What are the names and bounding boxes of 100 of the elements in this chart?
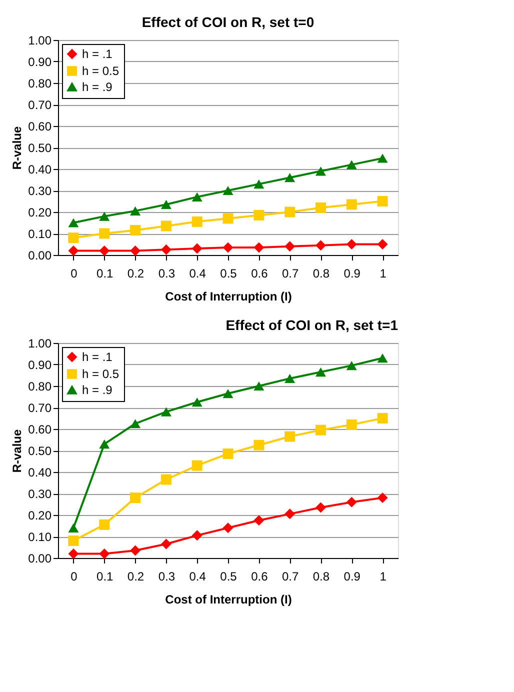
legend-label: h = 0.5 <box>82 64 120 78</box>
point <box>99 228 110 239</box>
point <box>377 413 388 424</box>
legend-label: h = .1 <box>82 350 113 364</box>
y-tick-label: 0.60 <box>28 422 52 436</box>
y-tick-label: 0.90 <box>28 55 52 69</box>
point <box>192 216 202 227</box>
point <box>192 460 202 471</box>
x-tick-label: 0.6 <box>251 570 268 584</box>
point <box>68 523 79 532</box>
point <box>315 166 326 176</box>
y-tick-label: 0.30 <box>28 184 52 198</box>
y-tick-label: 0.20 <box>28 508 52 522</box>
point <box>284 508 296 520</box>
point <box>284 206 296 218</box>
y-tick-label: 0.10 <box>28 227 52 241</box>
point <box>346 160 357 170</box>
point <box>160 538 172 550</box>
point <box>160 474 172 485</box>
legend-label: h = .9 <box>82 383 113 397</box>
point <box>68 245 79 256</box>
x-tick-label: 0.6 <box>251 266 268 280</box>
x-tick-label: 1 <box>380 570 387 584</box>
point <box>222 522 234 534</box>
x-tick-label: 0.3 <box>158 570 176 584</box>
y-tick-label: 0.40 <box>28 466 52 480</box>
point <box>284 241 296 252</box>
point <box>315 424 326 436</box>
x-tick-label: 0.3 <box>158 266 176 280</box>
y-tick-label: 0.60 <box>28 120 52 134</box>
point <box>346 199 357 210</box>
x-tick-label: 0 <box>70 266 78 280</box>
point <box>222 448 234 459</box>
x-axis-title: Cost of Interruption (I) <box>165 290 292 304</box>
point <box>315 502 326 513</box>
y-tick-label: 0.10 <box>28 530 52 544</box>
point <box>377 354 388 363</box>
point <box>377 492 388 504</box>
point <box>99 440 110 449</box>
point <box>315 367 326 377</box>
x-tick-label: 0.7 <box>282 266 299 280</box>
x-tick-label: 0.9 <box>344 570 361 584</box>
x-tick-label: 0.1 <box>96 570 114 584</box>
point <box>222 242 234 253</box>
point <box>222 388 234 398</box>
point <box>99 519 110 530</box>
y-tick-label: 0.70 <box>28 401 52 415</box>
point <box>160 407 172 416</box>
point <box>284 431 296 442</box>
point <box>130 492 141 504</box>
point <box>192 398 202 407</box>
x-tick-label: 0.1 <box>96 266 114 280</box>
point <box>377 239 388 250</box>
point <box>254 381 264 391</box>
point <box>346 361 357 370</box>
chart-title: Effect of COI on R, set t=1 <box>226 317 398 333</box>
x-tick-label: 0.2 <box>127 570 144 584</box>
point <box>377 154 388 163</box>
y-tick-label: 0.90 <box>28 358 52 372</box>
y-axis-title: R-value <box>10 429 24 473</box>
x-tick-label: 0.4 <box>189 266 206 280</box>
x-tick-label: 0.5 <box>220 570 238 584</box>
point <box>99 548 110 559</box>
y-tick-label: 0.20 <box>28 206 52 220</box>
point <box>160 200 172 210</box>
point <box>346 496 357 508</box>
legend-label: h = .9 <box>82 80 113 94</box>
point <box>160 244 172 255</box>
x-tick-label: 0.9 <box>344 266 361 280</box>
point <box>68 232 79 244</box>
point <box>99 212 110 221</box>
y-tick-label: 1.00 <box>28 336 52 350</box>
point <box>222 213 234 224</box>
y-tick-label: 1.00 <box>28 34 52 48</box>
point <box>192 243 202 254</box>
y-tick-label: 0.40 <box>28 162 52 176</box>
point <box>130 245 141 256</box>
y-tick-label: 0.80 <box>28 380 52 394</box>
point <box>130 419 141 428</box>
y-tick-label: 0.50 <box>28 444 52 458</box>
point <box>254 515 264 526</box>
y-axis-title: R-value <box>10 126 24 170</box>
x-tick-label: 0.5 <box>220 266 238 280</box>
point <box>346 419 357 430</box>
point <box>254 180 264 189</box>
legend-label: h = 0.5 <box>82 367 120 381</box>
x-tick-label: 0.2 <box>127 266 144 280</box>
point <box>254 440 264 450</box>
y-tick-label: 0.80 <box>28 76 52 90</box>
point <box>160 220 172 232</box>
point <box>99 245 110 256</box>
point <box>346 239 357 250</box>
point <box>68 548 79 559</box>
point <box>254 242 264 253</box>
point <box>130 225 141 236</box>
x-tick-label: 0.4 <box>189 570 206 584</box>
x-tick-label: 0 <box>70 570 78 584</box>
y-tick-label: 0.00 <box>28 552 52 566</box>
point <box>377 196 388 206</box>
y-tick-label: 0.50 <box>28 141 52 155</box>
